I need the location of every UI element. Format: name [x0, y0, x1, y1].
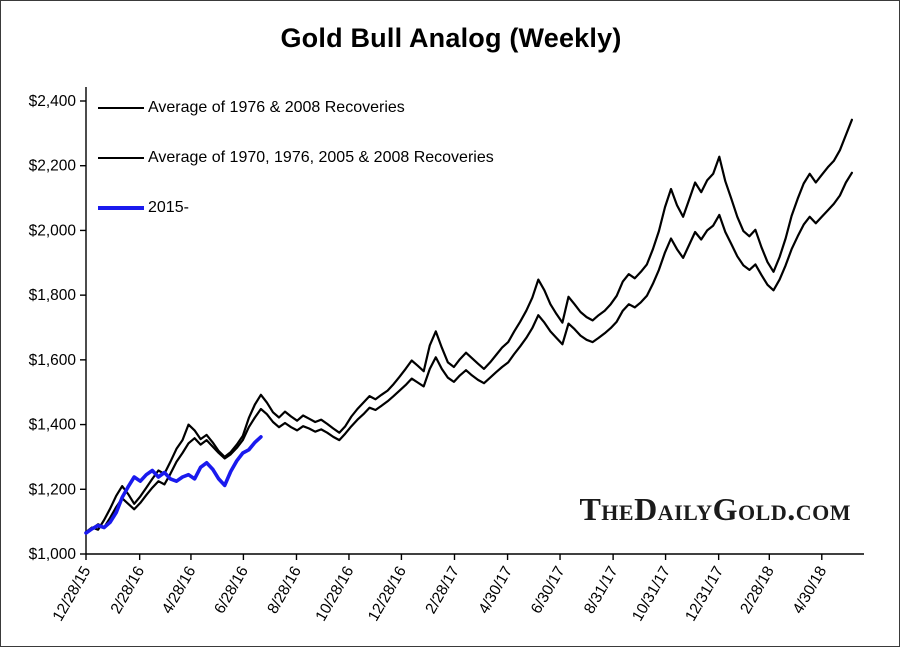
y-tick-label: $1,000: [29, 546, 77, 563]
x-tick-label: 10/31/17: [629, 564, 674, 625]
x-tick-label: 6/28/16: [211, 564, 252, 617]
y-tick-label: $2,000: [29, 222, 77, 239]
x-tick-label: 4/30/18: [790, 564, 831, 617]
y-tick-label: $1,600: [29, 352, 77, 369]
chart-title: Gold Bull Analog (Weekly): [280, 23, 622, 53]
legend-label-2015: 2015-: [148, 199, 189, 216]
x-tick-label: 4/28/16: [159, 564, 200, 617]
legend-label-avg-1976-2008: Average of 1976 & 2008 Recoveries: [148, 99, 405, 116]
x-tick-label: 12/31/17: [682, 564, 727, 625]
series-line-1: [84, 171, 854, 534]
legend-label-avg-all: Average of 1970, 1976, 2005 & 2008 Recov…: [148, 149, 494, 166]
y-tick-label: $2,400: [29, 93, 77, 110]
x-tick-label: 2/28/17: [422, 564, 463, 617]
x-tick-label: 6/30/17: [528, 564, 569, 617]
y-tick-label: $1,800: [29, 287, 77, 304]
legend-line-sample-blue: [98, 206, 144, 210]
series-line-0: [84, 118, 854, 534]
watermark-thedailygold: TheDailyGold.com: [579, 491, 851, 527]
legend-item-avg-all: Average of 1970, 1976, 2005 & 2008 Recov…: [98, 146, 494, 170]
y-tick-label: $1,400: [29, 417, 77, 434]
x-tick-label: 12/28/15: [50, 564, 95, 625]
x-tick-label: 10/28/16: [313, 564, 358, 625]
legend-line-sample-black-1: [98, 106, 144, 110]
x-tick-label: 12/28/16: [365, 564, 410, 625]
legend: Average of 1976 & 2008 Recoveries Averag…: [98, 96, 494, 246]
y-tick-label: $1,200: [29, 481, 77, 498]
x-tick-label: 8/28/16: [264, 564, 305, 617]
legend-item-2015: 2015-: [98, 196, 494, 220]
x-tick-label: 4/30/17: [475, 564, 516, 617]
x-tick-label: 2/28/18: [737, 564, 778, 617]
y-tick-label: $2,200: [29, 158, 77, 175]
series-line-2: [84, 435, 263, 535]
x-tick-label: 8/31/17: [581, 564, 622, 617]
x-tick-label: 2/28/16: [108, 564, 149, 617]
legend-item-avg-1976-2008: Average of 1976 & 2008 Recoveries: [98, 96, 494, 120]
legend-line-sample-black-2: [98, 156, 144, 160]
